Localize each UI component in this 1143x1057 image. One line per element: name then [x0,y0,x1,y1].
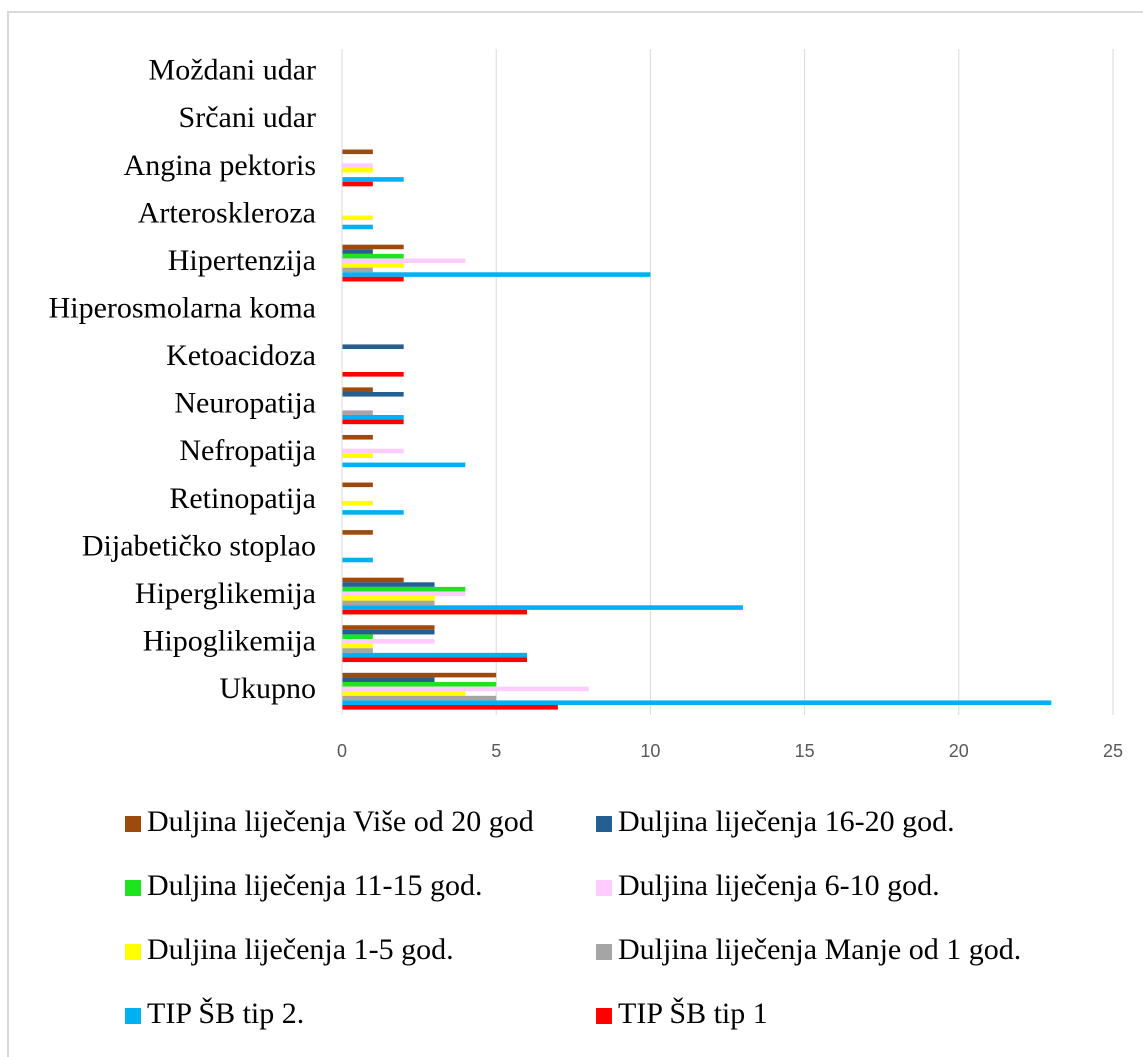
bar [342,387,373,392]
legend-swatch [125,816,141,832]
bar [342,625,435,630]
bar [342,215,373,221]
bar [342,530,373,535]
x-tick-label: 25 [1103,741,1123,761]
x-tick-label: 15 [795,741,815,761]
bar [342,643,373,649]
bar [342,372,404,377]
bar [342,263,404,268]
bar [342,700,1052,706]
bar [342,391,404,397]
legend-swatch [596,1008,612,1024]
legend-swatch [125,944,141,960]
legend-label: TIP ŠB tip 2. [147,997,304,1030]
category-label: Hiperosmolarna koma [49,292,316,325]
bar [342,639,435,644]
bar [342,648,373,653]
category-label: Srčani udar [179,101,316,134]
legend-swatch [596,816,612,832]
bar [342,634,373,640]
bar [342,453,373,458]
legend-label: Duljina liječenja Manje od 1 god. [618,933,1021,966]
bar [342,410,373,415]
bar [342,249,373,254]
bar [342,224,373,230]
bar [342,586,466,592]
bar [342,596,435,601]
bar [342,267,373,273]
bar [342,344,404,350]
bar [342,462,466,468]
category-label: Ketoacidoza [166,339,316,372]
category-label: Nefropatija [179,434,316,467]
bar [342,600,435,606]
legend-label: Duljina liječenja Više od 20 god [147,805,534,838]
category-label: Hiperglikemija [135,577,316,610]
category-label: Hipertenzija [168,244,316,277]
bar [342,629,435,635]
bar [342,609,528,615]
legend-label: Duljina liječenja 6-10 god. [618,869,940,902]
bar [342,695,497,701]
bar [342,657,528,663]
bar [342,677,435,683]
bar [342,577,404,583]
category-label: Arteroskleroza [138,196,316,229]
chart-border [7,11,1143,1057]
legend-label: Duljina liječenja 16-20 god. [618,805,955,838]
bar [342,652,528,658]
x-tick-label: 10 [640,741,660,761]
bar [342,582,435,587]
bar [342,557,373,563]
bar [342,672,497,678]
category-label: Angina pektoris [124,149,316,182]
bar [342,510,404,515]
category-label: Hipoglikemija [143,625,316,658]
category-label: Retinopatija [169,482,316,515]
bar [342,682,497,687]
bar [342,253,404,259]
legend-label: TIP ŠB tip 1 [618,997,768,1030]
bar [342,272,651,277]
bar [342,434,373,440]
bar [342,181,373,187]
x-tick-label: 5 [491,741,501,761]
bar [342,705,558,710]
bar [342,244,404,250]
bar [342,591,466,597]
bar [342,163,373,168]
bar [342,419,404,425]
legend-swatch [125,880,141,896]
x-tick-label: 0 [337,741,347,761]
bar [342,448,404,454]
bar [342,605,743,610]
bar [342,691,466,696]
bar [342,258,466,264]
bar [342,686,589,692]
legend-swatch [596,944,612,960]
legend-label: Duljina liječenja 11-15 god. [147,869,482,902]
bar [342,414,404,420]
bar [342,482,373,488]
category-label: Neuropatija [174,387,316,420]
legend-label: Duljina liječenja 1-5 god. [147,933,454,966]
bar [342,276,404,282]
bar [342,500,373,506]
bar [342,149,373,155]
category-label: Ukupno [219,672,316,705]
category-label: Dijabetičko stoplao [82,529,316,562]
bar [342,177,404,182]
category-label: Moždani udar [149,54,316,87]
bar [342,167,373,173]
legend-swatch [596,880,612,896]
x-tick-label: 20 [949,741,969,761]
legend-swatch [125,1008,141,1024]
